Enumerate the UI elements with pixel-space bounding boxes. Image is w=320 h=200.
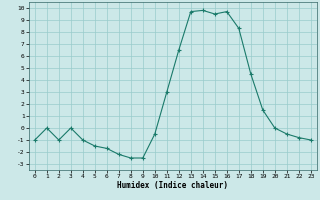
X-axis label: Humidex (Indice chaleur): Humidex (Indice chaleur): [117, 181, 228, 190]
